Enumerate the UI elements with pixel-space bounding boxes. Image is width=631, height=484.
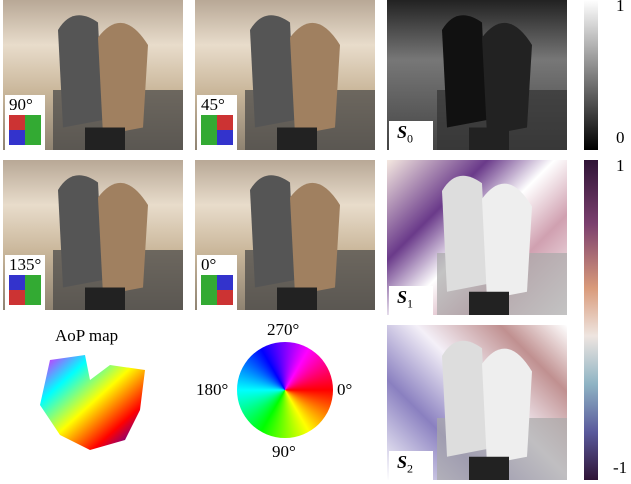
angle-tag: 90° xyxy=(5,95,45,150)
angle-tag: 45° xyxy=(197,95,237,150)
wheel-label: 90° xyxy=(272,442,296,461)
angle-label: 45° xyxy=(201,95,225,114)
photo: 90° xyxy=(3,0,183,150)
photo-content xyxy=(245,175,375,310)
angle-tag: 135° xyxy=(5,255,46,310)
mosaic-icon xyxy=(201,275,233,305)
mosaic-icon xyxy=(201,115,233,145)
colorbar xyxy=(584,0,598,150)
stokes-index: 1 xyxy=(407,297,414,311)
photo: S1 xyxy=(387,160,567,315)
color-wheel xyxy=(237,342,333,438)
colorbar-tick-label: -1 xyxy=(613,458,628,477)
wheel-label: 180° xyxy=(196,380,229,399)
colorbar-tick-label: 1 xyxy=(616,0,625,15)
stokes-symbol: S xyxy=(397,122,408,143)
stokes-symbol: S xyxy=(397,452,408,473)
photo-content xyxy=(437,175,567,315)
stokes-index: 2 xyxy=(407,462,414,476)
mosaic-icon xyxy=(9,115,41,145)
colorbar-tick-label: 0 xyxy=(616,128,625,147)
photo: S2 xyxy=(387,325,567,480)
stokes-tag: S2 xyxy=(389,451,434,480)
angle-label: 0° xyxy=(201,255,217,274)
aop-map xyxy=(40,355,145,450)
photo: 135° xyxy=(3,160,183,310)
stokes-index: 0 xyxy=(407,132,414,146)
colorbar-tick-label: 1 xyxy=(616,156,625,175)
photo-content xyxy=(245,15,375,150)
angle-tag: 0° xyxy=(197,255,237,310)
wheel-label: 270° xyxy=(267,320,300,339)
photo-content xyxy=(53,175,183,310)
aop-title: AoP map xyxy=(55,326,119,345)
photo: 0° xyxy=(195,160,375,310)
photo: 45° xyxy=(195,0,375,150)
mosaic-icon xyxy=(9,275,41,305)
photo-content xyxy=(53,15,183,150)
photo: S0 xyxy=(387,0,567,150)
colorbar xyxy=(584,160,598,480)
photo-content xyxy=(437,15,567,150)
angle-label: 135° xyxy=(9,255,42,274)
photo-content xyxy=(437,340,567,480)
stokes-symbol: S xyxy=(397,287,408,308)
stokes-tag: S0 xyxy=(389,121,434,150)
stokes-tag: S1 xyxy=(389,286,434,315)
wheel-label: 0° xyxy=(337,380,353,399)
angle-label: 90° xyxy=(9,95,33,114)
